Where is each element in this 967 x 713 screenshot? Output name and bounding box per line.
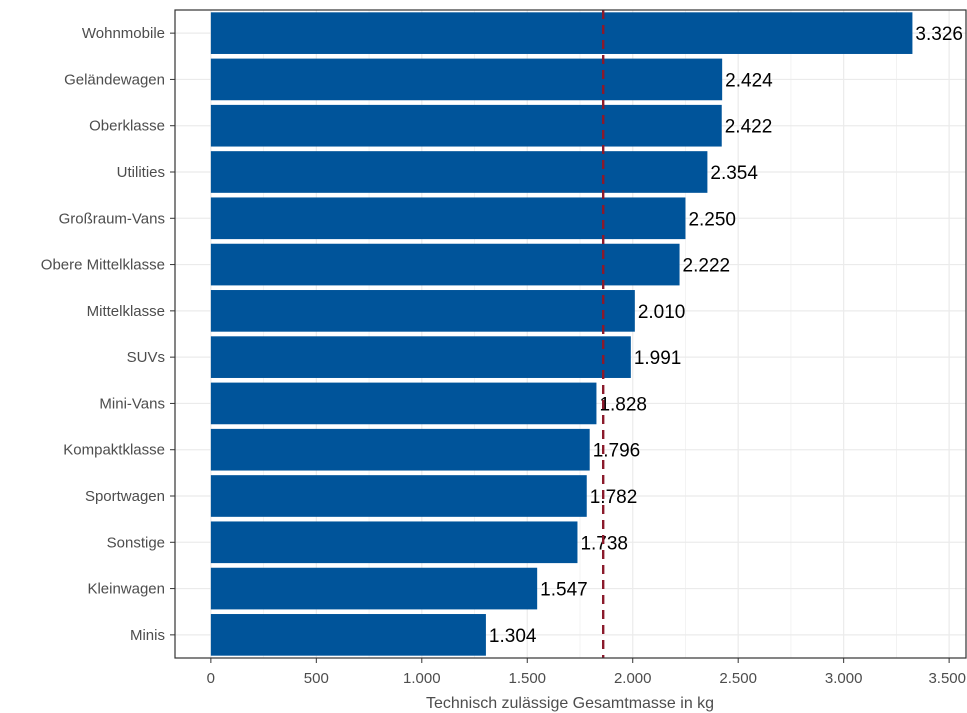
- bar: [210, 58, 723, 101]
- category-label: SUVs: [127, 349, 165, 366]
- x-tick-label: 1.500: [508, 670, 546, 687]
- bar: [210, 521, 578, 564]
- bar: [210, 197, 686, 240]
- category-label: Kompaktklasse: [63, 442, 165, 459]
- x-tick-label: 1.000: [403, 670, 441, 687]
- category-labels: Wohnmobile Geländewagen Oberklasse Utilitie…: [41, 25, 175, 644]
- value-label: 1.796: [593, 441, 641, 462]
- bar: [210, 12, 913, 54]
- x-tick-label: 0: [207, 670, 215, 687]
- bar: [210, 428, 590, 471]
- category-label: Mittelklasse: [87, 303, 165, 320]
- bar: [210, 290, 635, 332]
- x-tick-label: 2.000: [614, 670, 652, 687]
- value-label: 2.354: [710, 163, 758, 184]
- x-axis-ticks: 0 500 1.000 1.500 2.000 2.500 3.000 3.500: [207, 658, 966, 687]
- x-tick-label: 3.500: [928, 670, 966, 687]
- value-label: 1.991: [634, 348, 682, 369]
- bar: [210, 382, 597, 425]
- bar: [210, 614, 486, 656]
- bar: [210, 567, 538, 610]
- category-label: Wohnmobile: [82, 25, 165, 42]
- category-label: Sonstige: [107, 534, 165, 551]
- value-label: 2.250: [688, 209, 736, 230]
- value-label: 1.304: [489, 626, 537, 647]
- bar: [210, 104, 722, 147]
- bar: [210, 336, 631, 378]
- category-label: Minis: [130, 627, 165, 644]
- category-label: Obere Mittelklasse: [41, 257, 165, 274]
- category-label: Oberklasse: [89, 118, 165, 135]
- category-label: Geländewagen: [64, 71, 165, 88]
- bar: [210, 151, 708, 193]
- value-label: 1.828: [599, 394, 647, 415]
- value-labels: 3.326 2.424 2.422 2.354 2.250 2.222 2.010 1.991…: [489, 24, 963, 647]
- x-axis-title: Technisch zulässige Gesamtmasse in kg: [426, 695, 714, 712]
- category-label: Kleinwagen: [87, 581, 165, 598]
- bar: [210, 243, 680, 286]
- x-tick-label: 500: [304, 670, 329, 687]
- x-tick-label: 3.000: [825, 670, 863, 687]
- value-label: 2.010: [638, 302, 686, 323]
- plot-frame: [174, 9, 967, 659]
- category-label: Mini-Vans: [99, 395, 165, 412]
- category-label: Utilities: [117, 164, 165, 181]
- value-label: 2.422: [725, 117, 773, 138]
- value-label: 2.222: [683, 256, 731, 277]
- value-label: 1.782: [590, 487, 638, 508]
- category-label: Sportwagen: [85, 488, 165, 505]
- bar: [210, 475, 587, 517]
- bars: [210, 12, 913, 656]
- x-tick-label: 2.500: [719, 670, 757, 687]
- category-label: Großraum-Vans: [59, 210, 165, 227]
- value-label: 3.326: [915, 24, 963, 45]
- value-label: 2.424: [725, 70, 773, 91]
- value-label: 1.547: [540, 580, 588, 601]
